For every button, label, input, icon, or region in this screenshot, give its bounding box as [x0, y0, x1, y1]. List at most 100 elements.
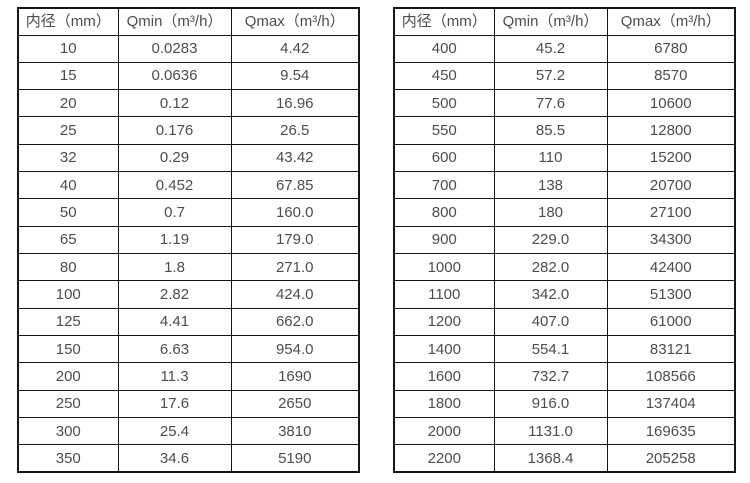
table-row: 15 0.0636 9.54	[17, 61, 360, 91]
table-cell: 0.29	[117, 143, 232, 173]
table-cell: 15	[17, 61, 119, 91]
table-row: 80 1.8 271.0	[17, 252, 360, 282]
header-qmin: Qmin（m³/h）	[117, 7, 232, 36]
table-cell: 600	[393, 143, 495, 173]
table-cell: 554.1	[493, 334, 608, 364]
table-row: 20 0.12 16.96	[17, 89, 360, 118]
table-cell: 27100	[606, 198, 736, 227]
table-cell: 150	[17, 334, 119, 364]
header-qmin: Qmin（m³/h）	[493, 7, 608, 36]
table-body: 400 45.2 6780 450 57.2 8570 500 77.6 10600 550 85.…	[393, 34, 736, 473]
table-row: 1200 407.0 61000	[393, 307, 736, 336]
table-cell: 0.7	[117, 198, 232, 227]
table-cell: 2000	[393, 416, 495, 446]
table-cell: 662.0	[230, 307, 360, 336]
table-cell: 26.5	[230, 116, 360, 145]
table-cell: 1.19	[117, 225, 232, 255]
table-cell: 450	[393, 61, 495, 91]
table-row: 400 45.2 6780	[393, 34, 736, 63]
table-cell: 138	[493, 171, 608, 200]
table-cell: 20	[17, 89, 119, 118]
table-cell: 85.5	[493, 116, 608, 145]
table-cell: 1368.4	[493, 444, 608, 473]
table-cell: 77.6	[493, 89, 608, 118]
table-row: 50 0.7 160.0	[17, 198, 360, 227]
header-row: 内径（mm） Qmin（m³/h） Qmax（m³/h）	[17, 7, 360, 36]
table-cell: 65	[17, 225, 119, 255]
table-cell: 40	[17, 171, 119, 200]
table-cell: 50	[17, 198, 119, 227]
table-cell: 4.41	[117, 307, 232, 336]
table-cell: 169635	[606, 416, 736, 446]
table-cell: 954.0	[230, 334, 360, 364]
table-cell: 1400	[393, 334, 495, 364]
table-cell: 20700	[606, 171, 736, 200]
table-cell: 1.8	[117, 252, 232, 282]
table-cell: 282.0	[493, 252, 608, 282]
table-row: 200 11.3 1690	[17, 362, 360, 391]
table-cell: 42400	[606, 252, 736, 282]
table-row: 450 57.2 8570	[393, 61, 736, 91]
table-cell: 25.4	[117, 416, 232, 446]
table-cell: 424.0	[230, 280, 360, 309]
table-cell: 61000	[606, 307, 736, 336]
table-cell: 1690	[230, 362, 360, 391]
table-row: 100 2.82 424.0	[17, 280, 360, 309]
table-row: 700 138 20700	[393, 171, 736, 200]
table-cell: 10600	[606, 89, 736, 118]
table-cell: 43.42	[230, 143, 360, 173]
table-row: 125 4.41 662.0	[17, 307, 360, 336]
table-cell: 108566	[606, 362, 736, 391]
table-row: 1000 282.0 42400	[393, 252, 736, 282]
table-cell: 125	[17, 307, 119, 336]
header-qmax: Qmax（m³/h）	[606, 7, 736, 36]
table-cell: 83121	[606, 334, 736, 364]
table-cell: 2.82	[117, 280, 232, 309]
table-cell: 500	[393, 89, 495, 118]
table-cell: 15200	[606, 143, 736, 173]
table-row: 550 85.5 12800	[393, 116, 736, 145]
table-row: 900 229.0 34300	[393, 225, 736, 255]
table-row: 2200 1368.4 205258	[393, 444, 736, 473]
table-row: 150 6.63 954.0	[17, 334, 360, 364]
table-cell: 0.12	[117, 89, 232, 118]
table-cell: 250	[17, 389, 119, 418]
table-row: 600 110 15200	[393, 143, 736, 173]
table-cell: 3810	[230, 416, 360, 446]
table-cell: 51300	[606, 280, 736, 309]
table-cell: 100	[17, 280, 119, 309]
header-inner-diameter: 内径（mm）	[17, 7, 119, 36]
table-cell: 900	[393, 225, 495, 255]
table-cell: 11.3	[117, 362, 232, 391]
table-cell: 200	[17, 362, 119, 391]
table-cell: 1131.0	[493, 416, 608, 446]
table-row: 300 25.4 3810	[17, 416, 360, 446]
table-cell: 1000	[393, 252, 495, 282]
table-cell: 5190	[230, 444, 360, 473]
table-row: 40 0.452 67.85	[17, 171, 360, 200]
table-cell: 9.54	[230, 61, 360, 91]
table-cell: 300	[17, 416, 119, 446]
table-cell: 350	[17, 444, 119, 473]
table-cell: 229.0	[493, 225, 608, 255]
table-cell: 1100	[393, 280, 495, 309]
table-cell: 205258	[606, 444, 736, 473]
flow-spec-tables: 内径（mm） Qmin（m³/h） Qmax（m³/h） 10 0.0283 4.4…	[17, 7, 736, 473]
table-cell: 34300	[606, 225, 736, 255]
table-row: 1600 732.7 108566	[393, 362, 736, 391]
table-cell: 0.452	[117, 171, 232, 200]
table-cell: 342.0	[493, 280, 608, 309]
table-cell: 1200	[393, 307, 495, 336]
table-cell: 4.42	[230, 34, 360, 63]
table-row: 2000 1131.0 169635	[393, 416, 736, 446]
table-cell: 1600	[393, 362, 495, 391]
table-cell: 0.0636	[117, 61, 232, 91]
table-row: 800 180 27100	[393, 198, 736, 227]
table-cell: 0.0283	[117, 34, 232, 63]
spec-table-large-diameters: 内径（mm） Qmin（m³/h） Qmax（m³/h） 400 45.2 6780…	[393, 7, 736, 473]
table-cell: 6780	[606, 34, 736, 63]
table-cell: 179.0	[230, 225, 360, 255]
table-cell: 80	[17, 252, 119, 282]
table-row: 350 34.6 5190	[17, 444, 360, 473]
table-cell: 2200	[393, 444, 495, 473]
